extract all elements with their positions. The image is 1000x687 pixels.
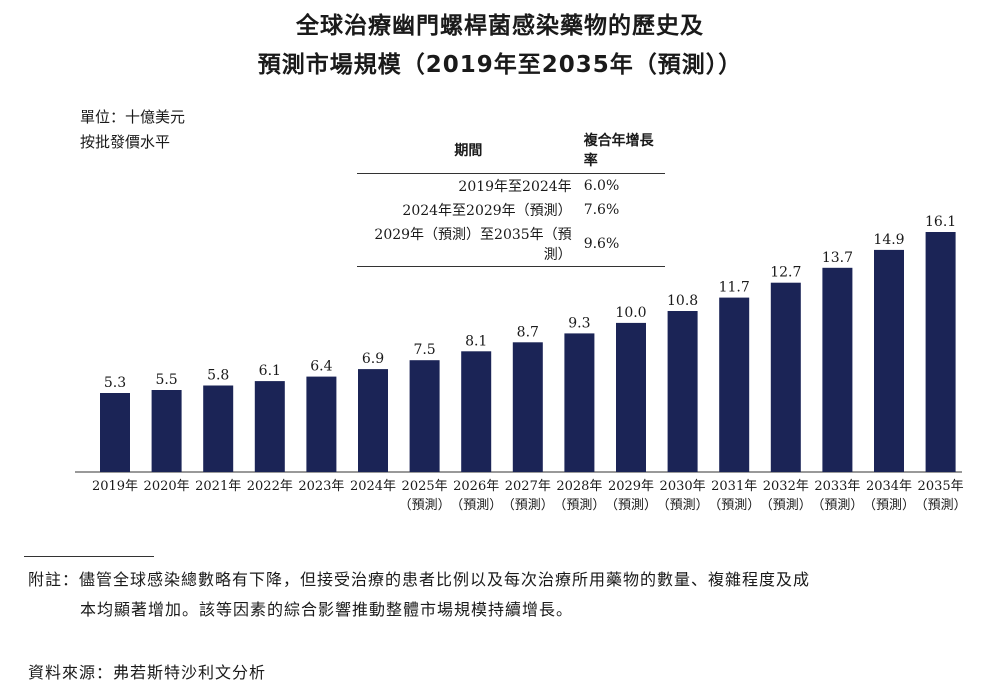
cagr-period: 2019年至2024年 <box>458 179 572 195</box>
data-label: 5.3 <box>104 375 126 391</box>
basis-label: 按批發價水平 <box>80 133 171 151</box>
bar <box>822 267 853 472</box>
data-label: 12.7 <box>770 265 801 281</box>
x-tick-label: 2019年 <box>92 479 138 494</box>
chart-title-line-1: 全球治療幽門螺桿菌感染藥物的歷史及 <box>296 13 704 39</box>
x-tick-label: 2029年 <box>608 479 654 494</box>
bar <box>512 342 543 472</box>
data-label: 5.5 <box>155 372 177 388</box>
x-tick-label: 2022年 <box>247 479 293 494</box>
chart-title-line-2: 預測市場規模（2019年至2035年（預測）） <box>257 52 743 78</box>
bar <box>564 333 595 472</box>
data-label: 11.7 <box>719 280 750 296</box>
x-tick-label: 2028年 <box>556 479 602 494</box>
cagr-header-rate: 複合年增長率 <box>579 130 665 174</box>
x-tick-label: 2031年 <box>711 479 757 494</box>
cagr-table: 期間 複合年增長率 2019年至2024年 6.0% 2024年至2029年（預… <box>357 130 665 267</box>
bar <box>667 311 698 472</box>
cagr-row: 2029年（預測）至2035年（預測） 9.6% <box>357 222 665 267</box>
bar <box>151 390 182 472</box>
x-tick-label: 2021年 <box>195 479 241 494</box>
bar <box>203 385 234 472</box>
x-tick-label: 2030年 <box>660 479 706 494</box>
x-tick-sublabel: （預測） <box>399 498 451 513</box>
bar <box>925 232 956 472</box>
x-tick-label: 2020年 <box>144 479 190 494</box>
footnote-line-2: 本均顯著增加。該等因素的綜合影響推動整體市場規模持續增長。 <box>80 600 574 619</box>
x-tick-label: 2027年 <box>505 479 551 494</box>
x-tick-sublabel: （預測） <box>502 498 554 513</box>
cagr-period: 2029年（預測）至2035年（預測） <box>357 222 580 267</box>
cagr-header-row: 期間 複合年增長率 <box>357 130 665 174</box>
x-tick-label: 2032年 <box>763 479 809 494</box>
x-tick-sublabel: （預測） <box>553 498 605 513</box>
x-tick-sublabel: （預測） <box>863 498 915 513</box>
x-tick-sublabel: （預測） <box>811 498 863 513</box>
data-label: 14.9 <box>873 232 904 248</box>
footnote-divider <box>24 556 154 557</box>
x-tick-label: 2024年 <box>350 479 396 494</box>
bar <box>254 381 285 472</box>
data-label: 7.5 <box>413 342 435 358</box>
data-label: 16.1 <box>925 214 956 230</box>
data-label: 8.1 <box>465 333 487 349</box>
data-label: 8.7 <box>517 324 539 340</box>
data-label: 5.8 <box>207 368 229 384</box>
data-label: 6.4 <box>310 359 332 375</box>
cagr-rate: 7.6% <box>583 202 620 218</box>
bar <box>719 297 750 472</box>
footnote-line-1: 附註：儘管全球感染總數略有下降，但接受治療的患者比例以及每次治療所用藥物的數量、… <box>28 570 811 589</box>
x-tick-label: 2025年 <box>402 479 448 494</box>
x-tick-label: 2023年 <box>298 479 344 494</box>
cagr-header-period: 期間 <box>357 130 580 174</box>
cagr-row: 2019年至2024年 6.0% <box>357 174 665 199</box>
bar <box>100 393 130 472</box>
unit-label: 單位：十億美元 <box>80 108 186 126</box>
data-label: 6.9 <box>362 351 384 367</box>
bar <box>874 249 904 472</box>
bar <box>770 282 801 472</box>
x-tick-sublabel: （預測） <box>760 498 812 513</box>
x-tick-sublabel: （預測） <box>605 498 657 513</box>
data-label: 10.8 <box>667 293 698 309</box>
x-tick-sublabel: （預測） <box>708 498 760 513</box>
cagr-row: 2024年至2029年（預測） 7.6% <box>357 198 665 222</box>
data-label: 10.0 <box>615 305 646 321</box>
data-label: 13.7 <box>822 250 853 266</box>
bar-chart: 5.3 2019年 5.5 2020年 5.8 2021年 6.1 2022年 6.4 2023年… <box>75 214 967 513</box>
x-tick-sublabel: （預測） <box>657 498 709 513</box>
bar <box>616 322 646 472</box>
cagr-rate: 6.0% <box>583 178 620 194</box>
x-tick-label: 2035年 <box>918 479 964 494</box>
cagr-period: 2024年至2029年（預測） <box>402 203 572 219</box>
x-tick-label: 2034年 <box>866 479 912 494</box>
bar <box>461 351 492 472</box>
x-tick-label: 2026年 <box>453 479 499 494</box>
bar <box>409 360 440 472</box>
bar <box>358 369 388 472</box>
x-tick-label: 2033年 <box>814 479 860 494</box>
data-label: 6.1 <box>259 363 281 379</box>
cagr-rate: 9.6% <box>579 222 665 267</box>
data-label: 9.3 <box>568 315 590 331</box>
x-tick-sublabel: （預測） <box>450 498 502 513</box>
bar <box>306 376 337 472</box>
x-tick-sublabel: （預測） <box>915 498 967 513</box>
source-note: 資料來源：弗若斯特沙利文分析 <box>28 663 267 682</box>
